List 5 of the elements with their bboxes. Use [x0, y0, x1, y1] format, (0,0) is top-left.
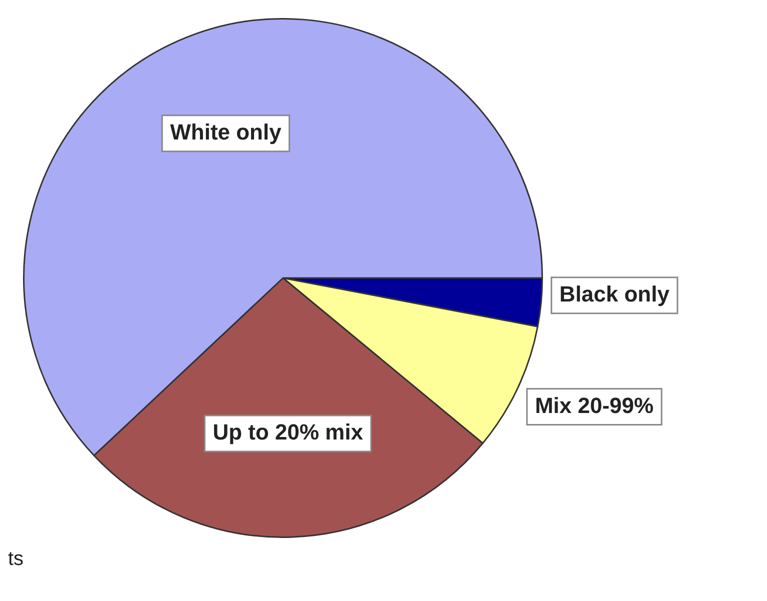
slice-label: White only [170, 119, 282, 144]
slice-label: Up to 20% mix [212, 420, 364, 445]
slice-label: Black only [559, 281, 670, 306]
slice-label: Mix 20-99% [534, 392, 654, 418]
text: ts [8, 548, 25, 571]
